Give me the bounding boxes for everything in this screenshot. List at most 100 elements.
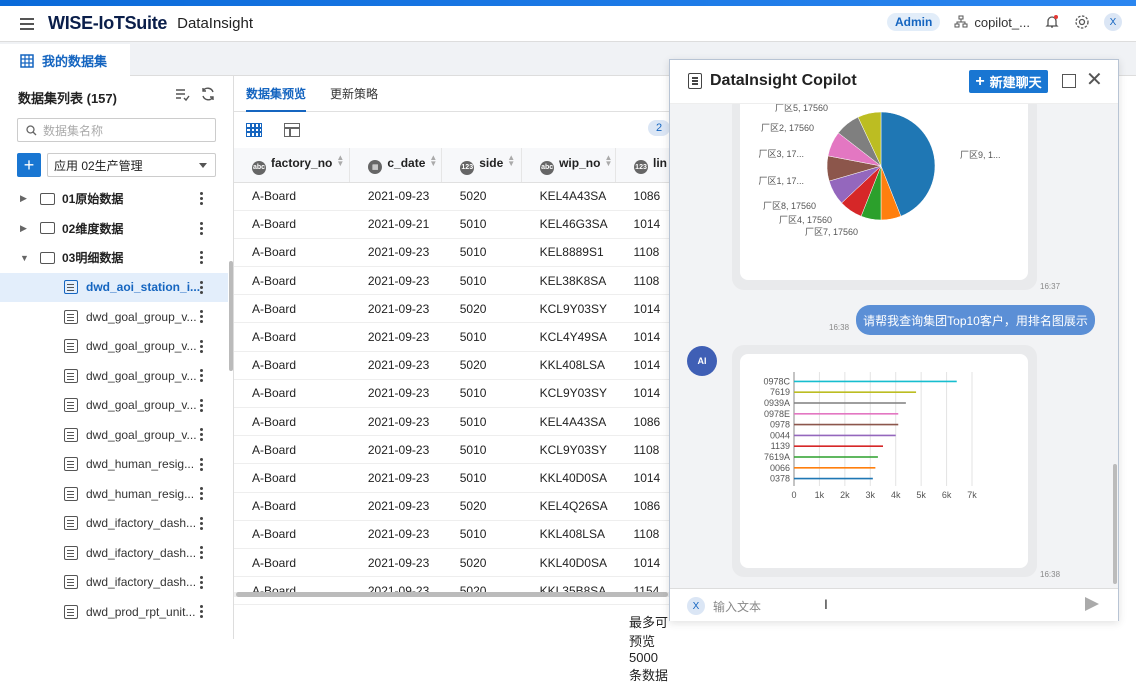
chat-scrollbar[interactable] [1113, 464, 1117, 584]
tree-item[interactable]: dwd_goal_group_v... [0, 361, 228, 391]
more-icon[interactable] [200, 369, 204, 383]
sort-icon[interactable]: ▲ ▼ [429, 153, 438, 169]
table-row[interactable]: A-Board 2021-09-23 5020 KCL9Y03SY 1014 [234, 294, 670, 324]
tree-item[interactable]: dwd_goal_group_v... [0, 332, 228, 362]
tree-folder[interactable]: ▶ 01原始数据 [0, 184, 228, 214]
dataset-label: dwd_aoi_station_i... [86, 280, 201, 295]
user-menu[interactable]: copilot_... [954, 15, 1030, 30]
gear-icon[interactable] [1074, 14, 1090, 30]
column-header[interactable]: abc factory_no ▲ ▼ [234, 148, 351, 183]
dataset-label: dwd_ifactory_dash... [86, 516, 197, 531]
column-header[interactable]: ▦ c_date ▲ ▼ [349, 148, 443, 183]
table-row[interactable]: A-Board 2021-09-21 5010 KEL46G3SA 1014 [234, 210, 670, 239]
sort-icon[interactable]: ▲ ▼ [604, 153, 613, 168]
layout-view-icon[interactable] [284, 123, 300, 137]
more-icon[interactable] [200, 339, 204, 353]
tree-folder[interactable]: ▶ 02维度数据 [0, 214, 228, 244]
pie-label: 厂区4, 17560 [779, 215, 832, 225]
table-cell: 2021-09-23 [349, 548, 442, 578]
table-row[interactable]: A-Board 2021-09-23 5010 KCL4Y49SA 1014 [234, 322, 670, 352]
more-icon[interactable] [200, 457, 204, 471]
tree-item[interactable]: dwd_goal_group_v... [0, 391, 228, 421]
refresh-icon[interactable] [200, 86, 216, 102]
more-icon[interactable] [200, 516, 204, 530]
table-row[interactable]: A-Board 2021-09-23 5010 KKL40D0SA 1014 [234, 463, 670, 493]
table-cell: 5010 [441, 266, 522, 296]
sidebar-scrollbar[interactable] [229, 261, 233, 371]
sort-icon[interactable]: ▲ ▼ [507, 153, 516, 168]
tree-item[interactable]: dwd_ifactory_dash... [0, 509, 228, 539]
dataset-label: dwd_ifactory_dash... [86, 575, 197, 590]
table-cell: 1014 [615, 379, 670, 409]
more-icon[interactable] [200, 487, 204, 501]
table-cell: 5020 [441, 492, 522, 521]
chat-input[interactable]: 输入文本 [713, 600, 762, 614]
user-avatar[interactable]: X [1104, 13, 1122, 31]
table-row[interactable]: A-Board 2021-09-23 5010 KCL9Y03SY 1014 [234, 379, 670, 409]
maximize-icon[interactable] [1062, 74, 1076, 88]
sort-icon[interactable]: ▲ ▼ [336, 153, 345, 168]
more-icon[interactable] [200, 575, 204, 589]
table-cell: A-Board [234, 576, 350, 606]
horizontal-scrollbar[interactable] [234, 592, 670, 597]
tree-item[interactable]: dwd_prod_rpt_unit... [0, 597, 228, 627]
y-tick-label: 7619 [770, 387, 790, 397]
add-dataset-button[interactable]: + [17, 153, 41, 177]
more-icon[interactable] [200, 398, 204, 412]
column-name: c_date [387, 156, 426, 171]
more-icon[interactable] [200, 546, 204, 560]
app-select[interactable]: 应用 02生产管理 [47, 153, 216, 177]
bell-icon[interactable] [1044, 14, 1060, 30]
tree-item[interactable]: dwd_goal_group_v... [0, 302, 228, 332]
table-cell: A-Board [234, 322, 350, 352]
more-icon[interactable] [200, 280, 204, 294]
user-message: 请帮我查询集团Top10客户，用排名图展示 [856, 305, 1095, 335]
close-icon[interactable]: ✕ [1086, 69, 1103, 91]
chevron-right-icon[interactable]: ▶ [20, 222, 27, 233]
more-icon[interactable] [200, 192, 204, 206]
new-chat-button[interactable]: + 新建聊天 [969, 70, 1048, 93]
table-row[interactable]: A-Board 2021-09-23 5020 KKL35B8SA 1154 [234, 576, 670, 606]
ai-avatar: AI [687, 346, 717, 376]
tree-item[interactable]: dwd_human_resig... [0, 450, 228, 480]
table-row[interactable]: A-Board 2021-09-23 5020 KKL408LSA 1014 [234, 351, 670, 380]
table-row[interactable]: A-Board 2021-09-23 5020 KKL40D0SA 1014 [234, 548, 670, 578]
table-row[interactable]: A-Board 2021-09-23 5010 KCL9Y03SY 1108 [234, 435, 670, 465]
more-icon[interactable] [200, 605, 204, 619]
more-icon[interactable] [200, 251, 204, 265]
table-row[interactable]: A-Board 2021-09-23 5010 KEL8889S1 1108 [234, 238, 670, 268]
menu-icon[interactable] [20, 17, 34, 30]
dataset-sidebar: 数据集列表 (157) 数据集名称 + 应用 02生产管理 ▶ 01原始数据 ▶ 0… [0, 76, 234, 639]
tree-folder[interactable]: ▼ 03明细数据 [0, 243, 228, 273]
tab-update-policy[interactable]: 更新策略 [330, 87, 379, 101]
table-view-icon[interactable] [246, 123, 262, 137]
more-icon[interactable] [200, 221, 204, 235]
tree-item-selected[interactable]: dwd_aoi_station_i... [0, 272, 228, 302]
batch-edit-icon[interactable] [174, 86, 190, 102]
tab-preview[interactable]: 数据集预览 [246, 75, 307, 112]
dataset-search-input[interactable]: 数据集名称 [17, 118, 216, 142]
table-row[interactable]: A-Board 2021-09-23 5010 KKL408LSA 1108 [234, 520, 670, 549]
table-row[interactable]: A-Board 2021-09-23 5020 KEL4Q26SA 1086 [234, 492, 670, 521]
table-cell: 2021-09-23 [349, 182, 442, 211]
column-header[interactable]: 123 lin [615, 148, 670, 183]
chat-input-bar[interactable]: X 输入文本 I [670, 588, 1118, 621]
table-row[interactable]: A-Board 2021-09-23 5010 KEL38K8SA 1108 [234, 266, 670, 296]
tree-item[interactable]: dwd_goal_group_v... [0, 420, 228, 450]
column-header[interactable]: abc wip_no ▲ ▼ [521, 148, 617, 183]
table-row[interactable]: A-Board 2021-09-23 5020 KEL4A43SA 1086 [234, 182, 670, 211]
more-icon[interactable] [200, 428, 204, 442]
column-header[interactable]: 123 side ▲ ▼ [441, 148, 523, 183]
send-icon[interactable] [1085, 597, 1099, 611]
table-cell: KKL40D0SA [521, 463, 616, 493]
tree-item[interactable]: dwd_human_resig... [0, 479, 228, 509]
pie-label: 厂区1, 17... [758, 176, 804, 186]
tree-item[interactable]: dwd_ifactory_dash... [0, 538, 228, 568]
table-row[interactable]: A-Board 2021-09-23 5010 KEL4A43SA 1086 [234, 407, 670, 437]
chevron-right-icon[interactable]: ▶ [20, 193, 27, 204]
chevron-down-icon[interactable]: ▼ [20, 252, 29, 263]
more-icon[interactable] [200, 310, 204, 324]
tab-my-datasets[interactable]: 我的数据集 [0, 44, 130, 77]
table-cell: KEL4A43SA [521, 182, 616, 211]
tree-item[interactable]: dwd_ifactory_dash... [0, 568, 228, 598]
